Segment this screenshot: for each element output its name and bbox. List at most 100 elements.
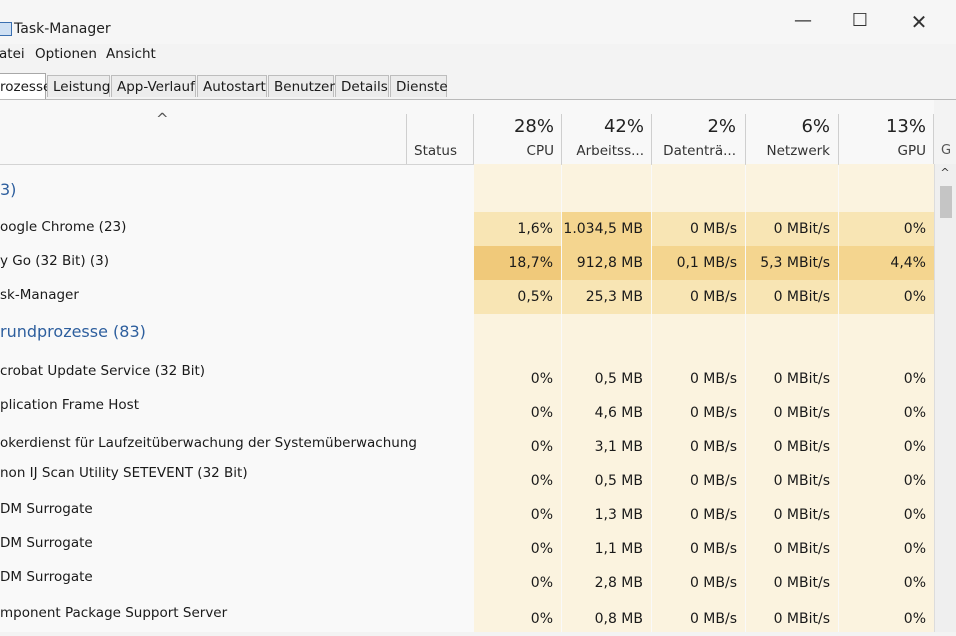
gpu-value: 0% [839, 212, 934, 246]
memory-value: 25,3 MB [562, 280, 651, 314]
memory-value: 3,1 MB [594, 439, 643, 455]
window-title: Task-Manager [14, 21, 111, 37]
gpu-value: 0% [903, 611, 926, 627]
tab-performance[interactable]: Leistung [47, 75, 110, 97]
gpu-value: 0% [903, 541, 926, 557]
process-name: crobat Update Service (32 Bit) [0, 363, 206, 379]
cpu-value: 0,5% [474, 280, 561, 314]
tab-startup[interactable]: Autostart [197, 75, 267, 97]
table-row[interactable]: okerdienst für Laufzeitüberwachung der S… [0, 430, 934, 464]
menu-options[interactable]: Optionen [35, 46, 97, 62]
column-header-gpu-engine[interactable]: G [941, 143, 952, 158]
network-value: 0 MBit/s [773, 541, 830, 557]
network-value: 5,3 MBit/s [746, 246, 838, 280]
tab-app-history[interactable]: App-Verlauf [111, 75, 196, 97]
close-button[interactable]: ✕ [910, 10, 928, 34]
menu-file[interactable]: atei [0, 46, 25, 62]
gpu-value: 0% [903, 473, 926, 489]
process-name: sk-Manager [0, 287, 79, 303]
memory-value: 0,8 MB [594, 611, 643, 627]
cpu-value: 18,7% [474, 246, 561, 280]
disk-value: 0 MB/s [652, 212, 745, 246]
network-value: 0 MBit/s [773, 611, 830, 627]
table-row[interactable]: DM Surrogate 0% 2,8 MB 0 MB/s 0 MBit/s 0… [0, 566, 934, 600]
cpu-value: 1,6% [474, 212, 561, 246]
disk-value: 0 MB/s [689, 541, 737, 557]
column-header-gpu[interactable]: GPU [897, 143, 926, 159]
table-row[interactable]: sk-Manager 0,5% 25,3 MB 0 MB/s 0 MBit/s … [0, 280, 934, 314]
disk-value: 0 MB/s [652, 280, 745, 314]
title-bar: Task-Manager — ☐ ✕ [0, 0, 956, 44]
table-row[interactable]: plication Frame Host 0% 4,6 MB 0 MB/s 0 … [0, 396, 934, 430]
scroll-up-icon[interactable]: ^ [940, 166, 950, 179]
group-header-apps[interactable]: 3) [0, 180, 17, 199]
memory-value: 0,5 MB [594, 371, 643, 387]
task-manager-app-icon [0, 22, 12, 36]
maximize-button[interactable]: ☐ [851, 10, 869, 31]
network-value: 0 MBit/s [746, 280, 838, 314]
gpu-value: 0% [903, 507, 926, 523]
column-header-status[interactable]: Status [414, 143, 458, 159]
table-row[interactable]: mponent Package Support Server 0% 0,8 MB… [0, 600, 934, 634]
group-header-background-processes[interactable]: rundprozesse (83) [0, 322, 146, 341]
memory-value: 4,6 MB [594, 405, 643, 421]
tab-details[interactable]: Details [335, 75, 389, 97]
table-row[interactable]: non IJ Scan Utility SETEVENT (32 Bit) 0%… [0, 464, 934, 498]
cpu-value: 0% [530, 541, 553, 557]
tab-services[interactable]: Dienste [390, 75, 448, 97]
gpu-value: 0% [903, 439, 926, 455]
memory-value: 912,8 MB [562, 246, 651, 280]
cpu-total-percent[interactable]: 28% [513, 116, 554, 137]
table-row[interactable]: y Go (32 Bit) (3) 18,7% 912,8 MB 0,1 MB/… [0, 246, 934, 280]
column-header-network[interactable]: Netzwerk [766, 143, 831, 159]
sort-ascending-icon[interactable]: ^ [156, 110, 169, 128]
menu-view[interactable]: Ansicht [106, 46, 156, 62]
disk-value: 0 MB/s [689, 405, 737, 421]
disk-value: 0 MB/s [689, 439, 737, 455]
column-header-disk[interactable]: Datenträ... [663, 143, 736, 159]
table-row[interactable]: oogle Chrome (23) 1,6% 1.034,5 MB 0 MB/s… [0, 212, 934, 246]
minimize-button[interactable]: — [794, 10, 812, 31]
gpu-value: 0% [903, 371, 926, 387]
network-value: 0 MBit/s [773, 405, 830, 421]
process-name: DM Surrogate [0, 535, 93, 551]
gpu-value: 0% [903, 405, 926, 421]
table-row[interactable]: DM Surrogate 0% 1,3 MB 0 MB/s 0 MBit/s 0… [0, 498, 934, 532]
process-name: plication Frame Host [0, 397, 140, 413]
disk-value: 0 MB/s [689, 575, 737, 591]
memory-value: 1.034,5 MB [562, 212, 651, 246]
column-header-cpu[interactable]: CPU [526, 143, 554, 159]
gpu-value: 0% [903, 575, 926, 591]
disk-value: 0 MB/s [689, 371, 737, 387]
tab-users[interactable]: Benutzer [268, 75, 335, 97]
tab-processes[interactable]: rozesse [0, 73, 51, 99]
cpu-value: 0% [530, 473, 553, 489]
disk-value: 0 MB/s [689, 473, 737, 489]
cpu-value: 0% [530, 371, 553, 387]
process-name: okerdienst für Laufzeitüberwachung der S… [0, 435, 417, 451]
cpu-value: 0% [530, 405, 553, 421]
column-header-memory[interactable]: Arbeitss... [576, 143, 644, 159]
memory-value: 1,3 MB [594, 507, 643, 523]
network-value: 0 MBit/s [773, 507, 830, 523]
cpu-value: 0% [530, 507, 553, 523]
memory-value: 1,1 MB [594, 541, 643, 557]
process-name: DM Surrogate [0, 501, 93, 517]
process-name: oogle Chrome (23) [0, 219, 127, 235]
process-name: DM Surrogate [0, 569, 93, 585]
scrollbar-thumb[interactable] [940, 186, 952, 218]
memory-total-percent[interactable]: 42% [603, 116, 644, 137]
disk-total-percent[interactable]: 2% [707, 116, 736, 137]
table-row[interactable]: crobat Update Service (32 Bit) 0% 0,5 MB… [0, 362, 934, 396]
process-name: y Go (32 Bit) (3) [0, 253, 110, 269]
disk-value: 0 MB/s [689, 507, 737, 523]
gpu-total-percent[interactable]: 13% [885, 116, 926, 137]
cpu-value: 0% [530, 575, 553, 591]
table-row[interactable]: DM Surrogate 0% 1,1 MB 0 MB/s 0 MBit/s 0… [0, 532, 934, 566]
network-value: 0 MBit/s [773, 371, 830, 387]
network-value: 0 MBit/s [773, 575, 830, 591]
memory-value: 0,5 MB [594, 473, 643, 489]
vertical-scrollbar[interactable]: ^ [934, 164, 956, 632]
network-value: 0 MBit/s [773, 473, 830, 489]
network-total-percent[interactable]: 6% [801, 116, 830, 137]
